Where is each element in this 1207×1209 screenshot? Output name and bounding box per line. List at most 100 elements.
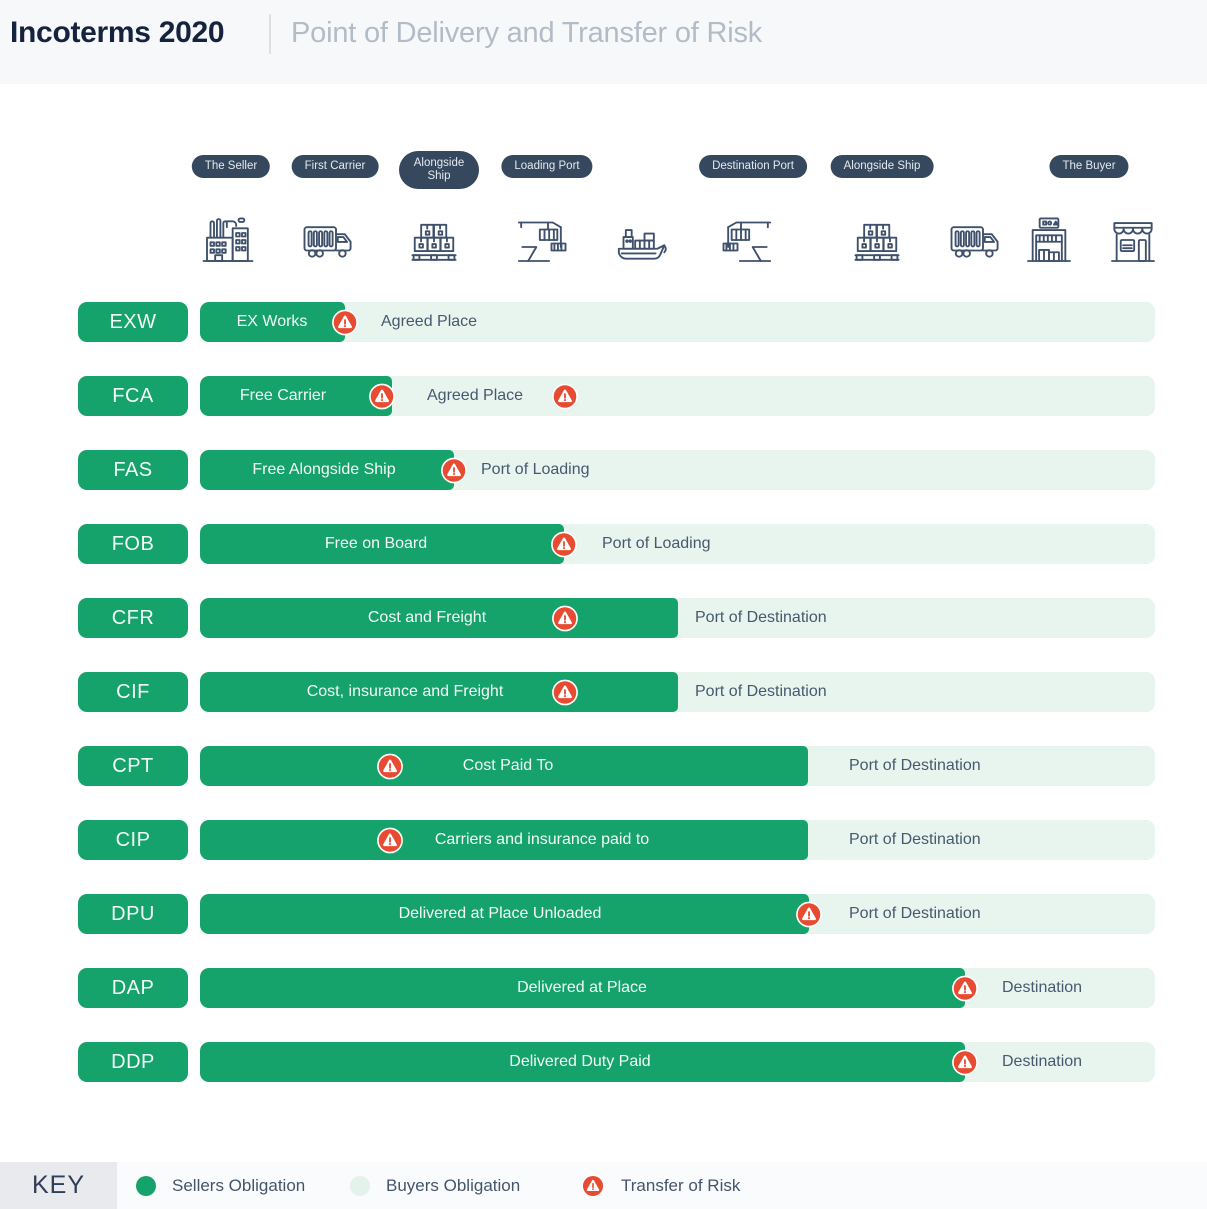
store-icon — [1105, 212, 1161, 268]
incoterm-code-badge: CFR — [78, 598, 188, 638]
transfer-of-risk-icon — [551, 531, 578, 558]
key-strip: KEY Sellers Obligation Buyers Obligation … — [0, 1162, 1207, 1209]
transfer-of-risk-icon — [952, 1049, 979, 1076]
buyer-obligation-label: Port of Loading — [481, 461, 590, 478]
buyer-obligation-label: Port of Destination — [849, 905, 981, 922]
timeline-label-pill: Destination Port — [699, 155, 807, 178]
timeline-label-pill: First Carrier — [291, 155, 379, 178]
buyer-obligation-label: Agreed Place — [427, 387, 524, 404]
seller-obligation-bar — [200, 376, 392, 416]
page-title: Incoterms 2020 — [10, 16, 225, 49]
transfer-of-risk-icon — [369, 383, 396, 410]
incoterm-row: FOB Free on Board Port of Loading — [0, 524, 1207, 564]
buyer-obligation-label: Agreed Place — [381, 313, 478, 330]
seller-obligation-label: EX Works — [236, 313, 308, 330]
buyer-obligation-dot — [350, 1175, 370, 1196]
timeline-label-pill: Alongside Ship — [399, 151, 479, 189]
incoterm-row: DAP Delivered at Place Destination — [0, 968, 1207, 1008]
seller-obligation-bar — [200, 968, 965, 1008]
seller-obligation-bar — [200, 524, 564, 564]
buyer-obligation-label: Destination — [1002, 979, 1083, 996]
incoterm-row: DPU Delivered at Place Unloaded Port of … — [0, 894, 1207, 934]
pallet-boxes-icon — [849, 212, 905, 268]
incoterm-row: DDP Delivered Duty Paid Destination — [0, 1042, 1207, 1082]
buyer-obligation-label: Destination — [1002, 1053, 1083, 1070]
key-title: KEY — [31, 1171, 86, 1199]
seller-obligation-bar — [200, 450, 454, 490]
timeline-label-pill: Alongside Ship — [830, 155, 934, 178]
legend-label: Transfer of Risk — [621, 1175, 741, 1195]
truck-icon — [301, 212, 357, 268]
seller-obligation-label: Cost and Freight — [367, 609, 487, 626]
seller-obligation-label: Free Alongside Ship — [252, 461, 396, 478]
seller-obligation-bar — [200, 302, 345, 342]
incoterm-row: FCA Free Carrier Agreed Place — [0, 376, 1207, 416]
incoterm-code-badge: FCA — [78, 376, 188, 416]
loading-crane-icon — [513, 212, 569, 268]
pallet-boxes-icon — [406, 212, 462, 268]
seller-obligation-bar — [200, 746, 808, 786]
incoterm-code-badge: CIF — [78, 672, 188, 712]
incoterm-row: CPT Cost Paid To Port of Destination — [0, 746, 1207, 786]
incoterm-row: CFR Cost and Freight Port of Destination — [0, 598, 1207, 638]
transfer-of-risk-icon — [581, 1174, 605, 1198]
transfer-of-risk-icon — [952, 975, 979, 1002]
seller-obligation-label: Delivered at Place — [517, 979, 647, 996]
incoterm-code-badge: DPU — [78, 894, 188, 934]
incoterm-code-badge: CPT — [78, 746, 188, 786]
truck-icon — [948, 212, 1004, 268]
seller-obligation-bar — [200, 672, 678, 712]
timeline-label-pill: The Buyer — [1049, 155, 1129, 178]
seller-obligation-dot — [136, 1175, 156, 1196]
header: Incoterms 2020 Point of Delivery and Tra… — [0, 0, 1207, 84]
incoterm-code-badge: DAP — [78, 968, 188, 1008]
key-title-box: KEY — [0, 1162, 117, 1209]
factory-icon — [200, 212, 256, 268]
transfer-of-risk-icon — [332, 309, 359, 336]
legend-item: Transfer of Risk — [581, 1162, 740, 1209]
seller-obligation-label: Cost Paid To — [462, 757, 554, 774]
buyer-obligation-label: Port of Destination — [849, 831, 981, 848]
transfer-of-risk-icon — [796, 901, 823, 928]
warehouse-icon — [1021, 212, 1077, 268]
timeline-label-pill: The Seller — [191, 155, 271, 178]
buyer-obligation-label: Port of Destination — [695, 609, 827, 626]
legend-label: Buyers Obligation — [386, 1175, 521, 1195]
page-subtitle: Point of Delivery and Transfer of Risk — [291, 17, 763, 49]
seller-obligation-label: Free on Board — [324, 535, 428, 552]
timeline-label-pill: Loading Port — [501, 155, 593, 178]
transfer-of-risk-icon — [441, 457, 468, 484]
transfer-of-risk-icon — [552, 605, 579, 632]
transfer-of-risk-icon — [377, 753, 404, 780]
incoterm-row: CIP Carriers and insurance paid to Port … — [0, 820, 1207, 860]
incoterm-code-badge: DDP — [78, 1042, 188, 1082]
transfer-of-risk-icon — [377, 827, 404, 854]
incoterm-code-badge: CIP — [78, 820, 188, 860]
seller-obligation-label: Carriers and insurance paid to — [434, 831, 650, 848]
header-divider — [269, 14, 271, 54]
transfer-of-risk-icon — [552, 383, 579, 410]
cargo-ship-icon — [613, 212, 669, 268]
legend-label: Sellers Obligation — [172, 1175, 306, 1195]
buyer-obligation-label: Port of Destination — [695, 683, 827, 700]
seller-obligation-label: Free Carrier — [239, 387, 327, 404]
incoterm-code-badge: FOB — [78, 524, 188, 564]
legend-item: Buyers Obligation — [350, 1162, 520, 1209]
incoterm-code-badge: FAS — [78, 450, 188, 490]
seller-obligation-bar — [200, 820, 808, 860]
incoterm-row: EXW EX Works Agreed Place — [0, 302, 1207, 342]
incoterm-row: CIF Cost, insurance and Freight Port of … — [0, 672, 1207, 712]
legend-item: Sellers Obligation — [136, 1162, 305, 1209]
incoterm-row: FAS Free Alongside Ship Port of Loading — [0, 450, 1207, 490]
buyer-obligation-bar — [200, 302, 1155, 342]
transfer-of-risk-icon — [552, 679, 579, 706]
destination-crane-icon — [720, 212, 776, 268]
buyer-obligation-label: Port of Destination — [849, 757, 981, 774]
incoterm-code-badge: EXW — [78, 302, 188, 342]
seller-obligation-bar — [200, 1042, 965, 1082]
seller-obligation-bar — [200, 894, 809, 934]
seller-obligation-bar — [200, 598, 678, 638]
seller-obligation-label: Delivered Duty Paid — [509, 1053, 651, 1070]
buyer-obligation-label: Port of Loading — [602, 535, 711, 552]
